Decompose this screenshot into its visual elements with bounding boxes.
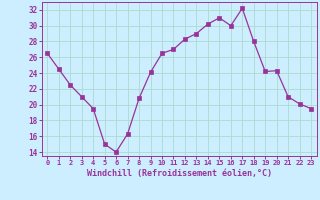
X-axis label: Windchill (Refroidissement éolien,°C): Windchill (Refroidissement éolien,°C) [87,169,272,178]
